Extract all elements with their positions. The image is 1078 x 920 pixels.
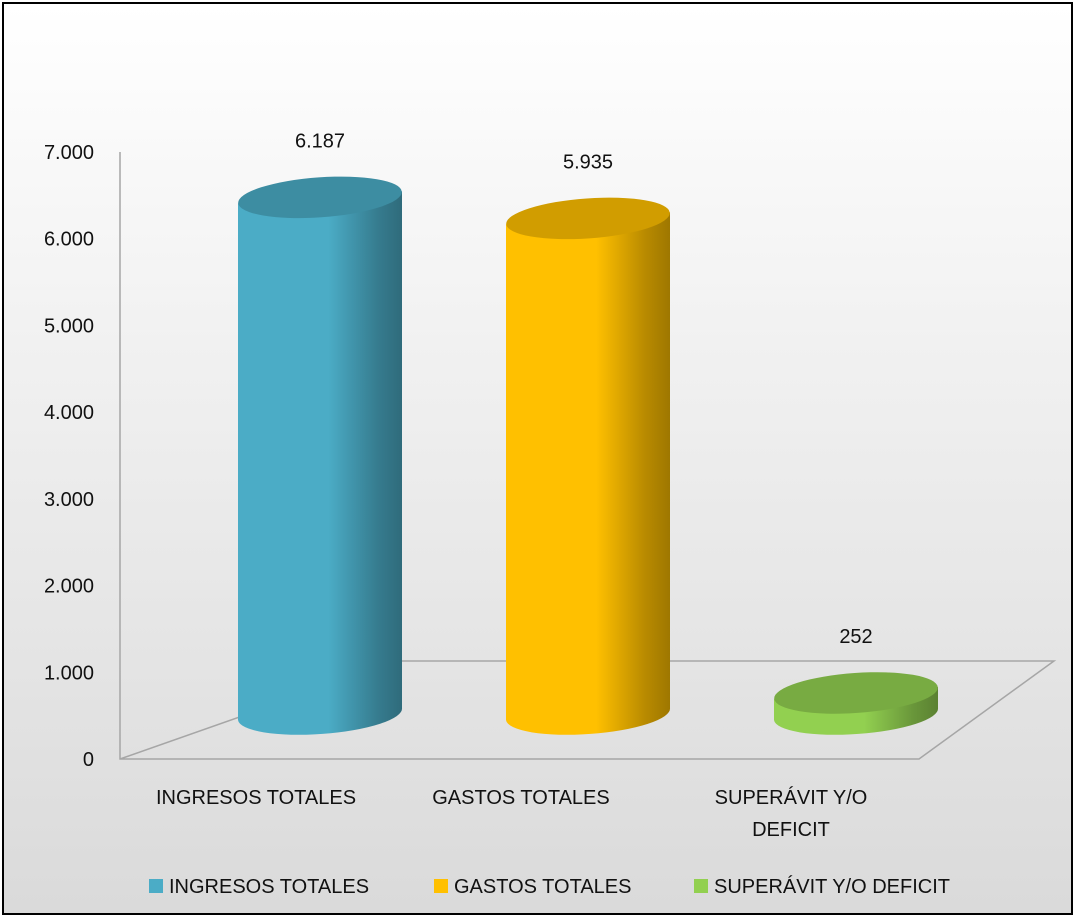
category-label: INGRESOS TOTALES — [156, 787, 356, 809]
bar-2 — [506, 197, 671, 735]
legend-item: INGRESOS TOTALES — [149, 876, 369, 898]
legend-label: INGRESOS TOTALES — [169, 876, 369, 898]
bar-1 — [238, 176, 403, 735]
category-label: DEFICIT — [752, 819, 830, 841]
bar-top — [774, 672, 938, 714]
y-tick-label: 6.000 — [44, 229, 94, 251]
legend-item: SUPERÁVIT Y/O DEFICIT — [694, 875, 950, 898]
bar-body — [238, 191, 403, 735]
y-tick-label: 3.000 — [44, 489, 94, 511]
bar-body — [506, 212, 671, 735]
bar-3 — [774, 672, 939, 735]
y-tick-label: 2.000 — [44, 576, 94, 598]
bar-top — [238, 176, 402, 219]
y-tick-label: 7.000 — [44, 142, 94, 164]
y-tick-label: 0 — [83, 749, 94, 771]
y-tick-label: 4.000 — [44, 402, 94, 424]
legend-label: GASTOS TOTALES — [454, 876, 631, 898]
legend-swatch — [694, 879, 708, 893]
legend-item: GASTOS TOTALES — [434, 876, 631, 898]
category-label: GASTOS TOTALES — [432, 787, 609, 809]
legend-swatch — [149, 879, 163, 893]
y-tick-label: 5.000 — [44, 315, 94, 337]
data-label: 6.187 — [295, 130, 345, 152]
data-label: 5.935 — [563, 151, 613, 173]
data-label: 252 — [839, 626, 872, 648]
category-label: SUPERÁVIT Y/O — [715, 786, 868, 809]
bar-chart: 0 1.000 2.000 3.000 4.000 5.000 6.000 7.000 6.1… — [44, 130, 1057, 898]
legend-label: SUPERÁVIT Y/O DEFICIT — [714, 875, 950, 898]
y-tick-label: 1.000 — [44, 662, 94, 684]
bar-top — [506, 197, 670, 240]
legend-swatch — [434, 879, 448, 893]
